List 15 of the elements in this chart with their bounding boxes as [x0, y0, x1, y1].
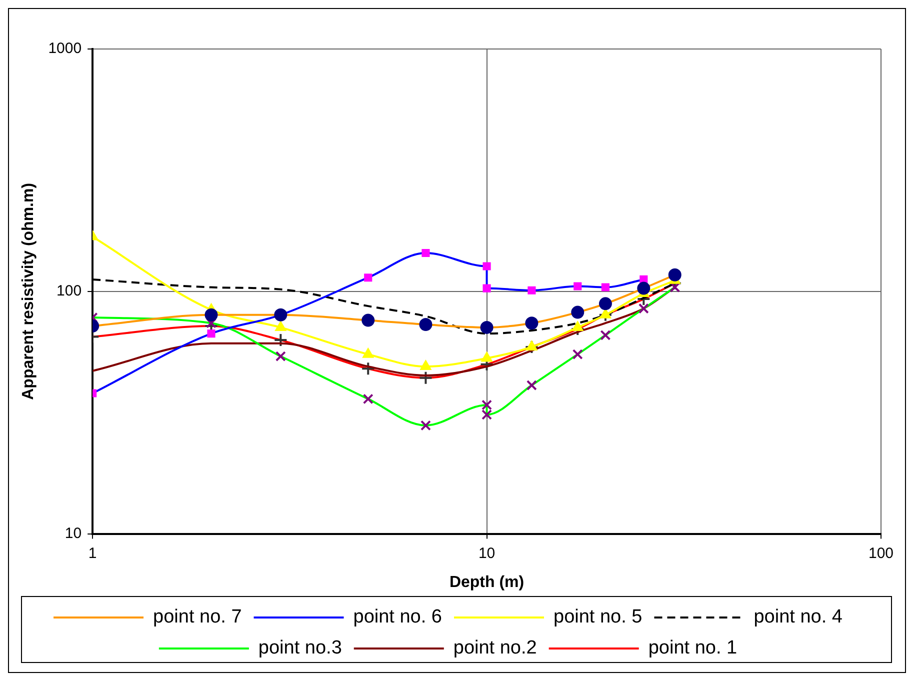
- y-tick-label: 1000: [48, 40, 82, 58]
- legend-label: point no. 7: [153, 606, 242, 628]
- x-axis-title: Depth (m): [449, 574, 524, 591]
- x-tick-label: 10: [478, 544, 496, 562]
- legend-label: point no. 1: [648, 638, 738, 659]
- x-tick-label: 100: [868, 544, 894, 562]
- y-axis-title: Apparent resistivity (ohm.m): [20, 182, 38, 400]
- legend-label: point no. 6: [353, 606, 442, 628]
- legend-label: point no.2: [453, 638, 537, 659]
- y-tick-label: 10: [64, 524, 82, 542]
- legend-label: point no. 4: [754, 606, 843, 628]
- x-tick-label: 1: [88, 544, 97, 562]
- y-tick-label: 100: [56, 282, 82, 300]
- legend-label: point no.3: [258, 638, 342, 659]
- legend-label: point no. 5: [554, 606, 642, 628]
